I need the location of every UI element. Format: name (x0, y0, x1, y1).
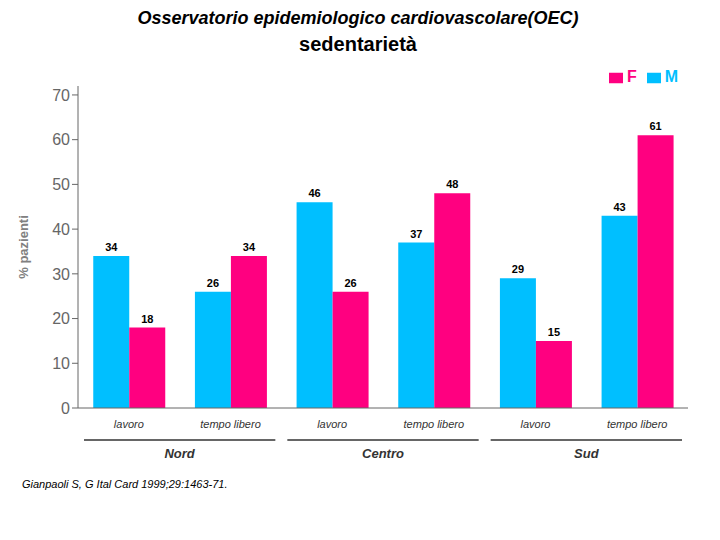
svg-text:34: 34 (243, 241, 256, 253)
html-text:Osservatorio epidemiologico ca: Osservatorio epidemiologico cardiovascol… (137, 8, 579, 28)
svg-text:48: 48 (446, 178, 458, 190)
svg-text:Centro: Centro (362, 446, 404, 461)
svg-text:10: 10 (52, 355, 70, 372)
svg-text:60: 60 (52, 131, 70, 148)
svg-text:18: 18 (141, 313, 153, 325)
svg-text:43: 43 (613, 201, 625, 213)
svg-text:lavoro: lavoro (114, 418, 144, 430)
svg-text:tempo libero: tempo libero (404, 418, 465, 430)
svg-text:15: 15 (548, 326, 560, 338)
svg-text:Nord: Nord (164, 446, 195, 461)
html-text:sedentarietà: sedentarietà (299, 33, 417, 55)
svg-text:50: 50 (52, 176, 70, 193)
svg-text:lavoro: lavoro (317, 418, 347, 430)
svg-text:26: 26 (344, 277, 356, 289)
svg-text:40: 40 (52, 221, 70, 238)
svg-text:lavoro: lavoro (521, 418, 551, 430)
html-text:M: M (664, 68, 678, 85)
html-text:Gianpaoli S, G Ital Card 1999;: Gianpaoli S, G Ital Card 1999;29:1463-71… (22, 478, 228, 490)
svg-text:tempo libero: tempo libero (607, 418, 668, 430)
svg-text:% pazienti: % pazienti (16, 215, 31, 279)
svg-text:26: 26 (207, 277, 219, 289)
svg-text:20: 20 (52, 310, 70, 327)
svg-text:61: 61 (649, 120, 661, 132)
svg-text:29: 29 (512, 263, 524, 275)
svg-text:34: 34 (105, 241, 118, 253)
svg-text:Sud: Sud (574, 446, 600, 461)
svg-text:37: 37 (410, 228, 422, 240)
svg-text:0: 0 (61, 400, 70, 417)
svg-text:70: 70 (52, 87, 70, 104)
svg-text:30: 30 (52, 266, 70, 283)
svg-text:tempo libero: tempo libero (200, 418, 261, 430)
svg-text:46: 46 (308, 187, 320, 199)
html-text:F: F (626, 68, 637, 85)
